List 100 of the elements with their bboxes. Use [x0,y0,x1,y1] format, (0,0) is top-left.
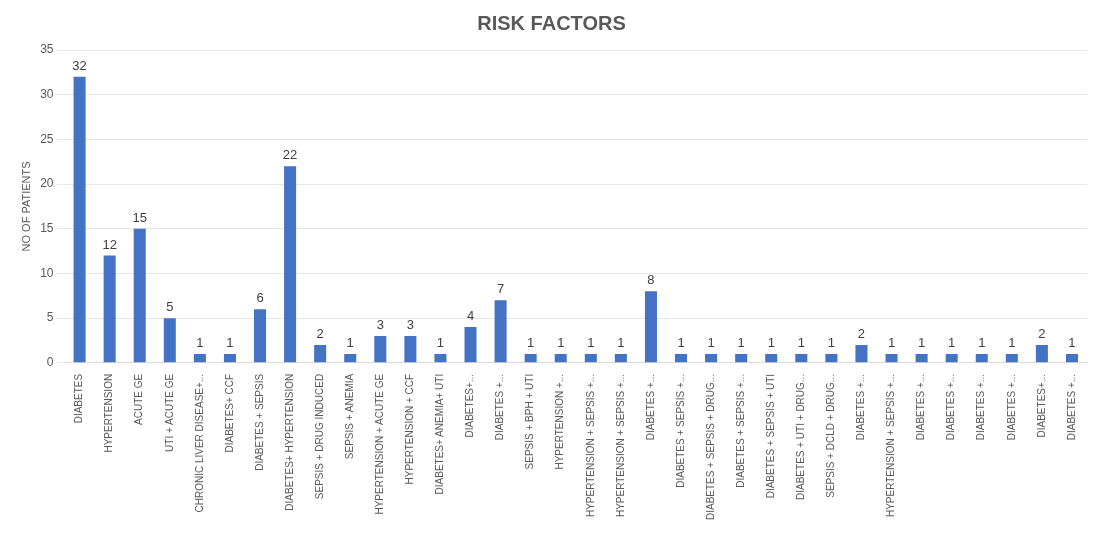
bar [163,318,176,363]
x-tick-label: HYPERTENSION + ACUTE GE [374,373,386,515]
y-axis-title: NO OF PATIENTS [19,161,32,252]
bar [314,344,327,363]
data-label: 1 [767,334,775,350]
data-label: 4 [466,308,475,324]
y-tick-label: 10 [40,265,54,280]
bar [1065,353,1078,363]
y-tick-label: 0 [46,355,54,370]
x-tick-label: DIABETES + SEPSIS + DRUG... [704,373,716,521]
bar [975,353,988,363]
data-label: 2 [857,326,866,342]
data-label: 1 [587,334,595,350]
data-label: 15 [132,209,147,225]
data-label: 7 [496,281,505,297]
x-tick-label: DIABETES+ ANEMIA+ UTI [434,373,446,495]
data-label: 1 [1068,334,1076,350]
data-label: 1 [827,334,835,350]
bar [675,353,688,363]
data-label: 1 [617,334,625,350]
x-tick-label: DIABETES +... [494,373,506,441]
data-label: 1 [948,334,956,350]
bar [915,353,928,363]
bar [584,353,597,363]
bar [374,336,387,363]
data-label: 22 [282,147,298,163]
x-tick-label: HYPERTENSION + SEPSIS +... [614,373,626,518]
bar [524,353,537,363]
data-label: 5 [166,299,174,315]
x-tick-label: HYPERTENSION + SEPSIS +... [885,373,897,518]
bar [855,344,868,363]
bar [825,353,838,363]
bar [133,228,146,363]
data-label: 1 [797,334,805,350]
bar [1035,344,1048,363]
x-tick-label: HYPERTENSION +... [554,373,566,470]
bar [223,353,236,363]
data-label: 3 [376,317,384,333]
y-tick-label: 25 [40,131,54,146]
x-tick-label: DIABETES +... [644,373,656,441]
data-label: 12 [102,236,117,252]
bar [795,353,808,363]
bar [945,353,958,363]
x-tick-label: DIABETES +... [975,373,987,441]
data-label: 1 [346,334,354,350]
x-tick-label: DIABETES +... [855,373,867,441]
data-label: 1 [707,334,715,350]
bar [73,76,86,363]
bar [765,353,778,363]
bar [554,353,567,363]
data-label: 1 [196,334,204,350]
bar [735,353,748,363]
x-tick-label: DIABETES + UTI + DRUG... [795,373,807,500]
bar [494,300,507,363]
y-tick-label: 20 [40,176,54,191]
bar [1005,353,1018,363]
data-label: 1 [557,334,565,350]
bar [464,327,477,363]
x-tick-label: SEPSIS + DCLD + DRUG... [825,373,837,498]
x-tick-label: DIABETES + SEPSIS +... [734,373,746,488]
x-tick-label: DIABETES +... [1005,373,1017,441]
y-tick-label: 5 [46,310,54,325]
bar [254,309,267,363]
x-tick-label: DIABETES+ CCF [223,373,235,453]
bar [193,353,206,363]
x-tick-label: ACUTE GE [133,373,145,425]
bar [344,353,357,363]
data-label: 2 [1038,326,1046,342]
x-tick-label: DIABETES +... [945,373,957,441]
bar [284,166,297,363]
data-label: 1 [436,334,445,350]
data-label: 1 [887,334,896,350]
bar [614,353,627,363]
y-tick-label: 15 [40,221,54,236]
bar [434,353,447,363]
x-tick-label: HYPERTENSION + CCF [404,373,416,485]
data-label: 1 [978,334,986,350]
x-tick-label: DIABETES + SEPSIS +... [674,373,686,488]
data-label: 1 [737,334,745,350]
x-tick-label: DIABETES +... [915,373,927,441]
x-tick-label: DIABETES + SEPSIS + UTI [764,373,776,499]
data-label: 1 [1008,334,1016,350]
x-tick-label: HYPERTENSION + SEPSIS +... [584,373,596,518]
x-tick-label: SEPSIS + ANEMIA [343,373,355,460]
data-label: 1 [527,334,535,350]
y-tick-label: 35 [40,42,54,57]
chart-title: RISK FACTORS [477,11,626,34]
bar [404,336,417,363]
x-tick-label: DIABETES+... [1035,373,1047,438]
x-tick-label: SEPSIS + BPH + UTI [524,373,536,470]
bar [705,353,718,363]
x-tick-label: DIABETES + SEPSIS [253,373,265,471]
x-tick-label: UTI + ACUTE GE [163,373,175,452]
bar [885,353,898,363]
bar [644,291,657,363]
y-tick-label: 30 [40,87,54,101]
data-label: 1 [226,334,234,350]
data-label: 1 [677,334,685,350]
bar [103,255,116,363]
x-tick-label: HYPERTENSION [103,373,115,453]
